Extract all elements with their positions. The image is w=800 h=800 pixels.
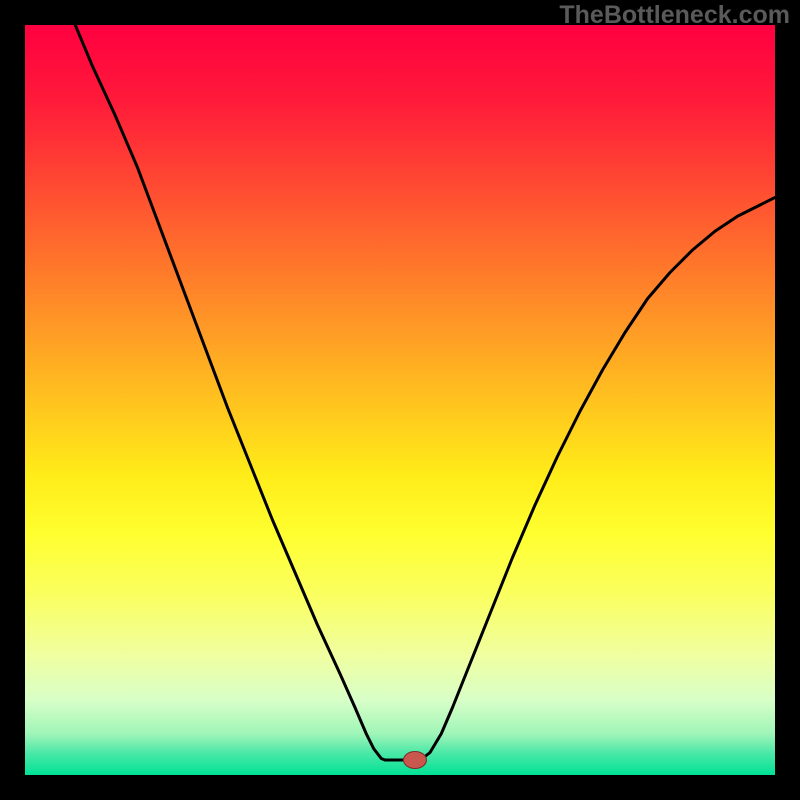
bottleneck-curve [25,25,775,775]
watermark-text: TheBottleneck.com [559,1,790,30]
chart-container: TheBottleneck.com [0,0,800,800]
optimal-point-marker [403,751,427,769]
plot-area [25,25,775,775]
